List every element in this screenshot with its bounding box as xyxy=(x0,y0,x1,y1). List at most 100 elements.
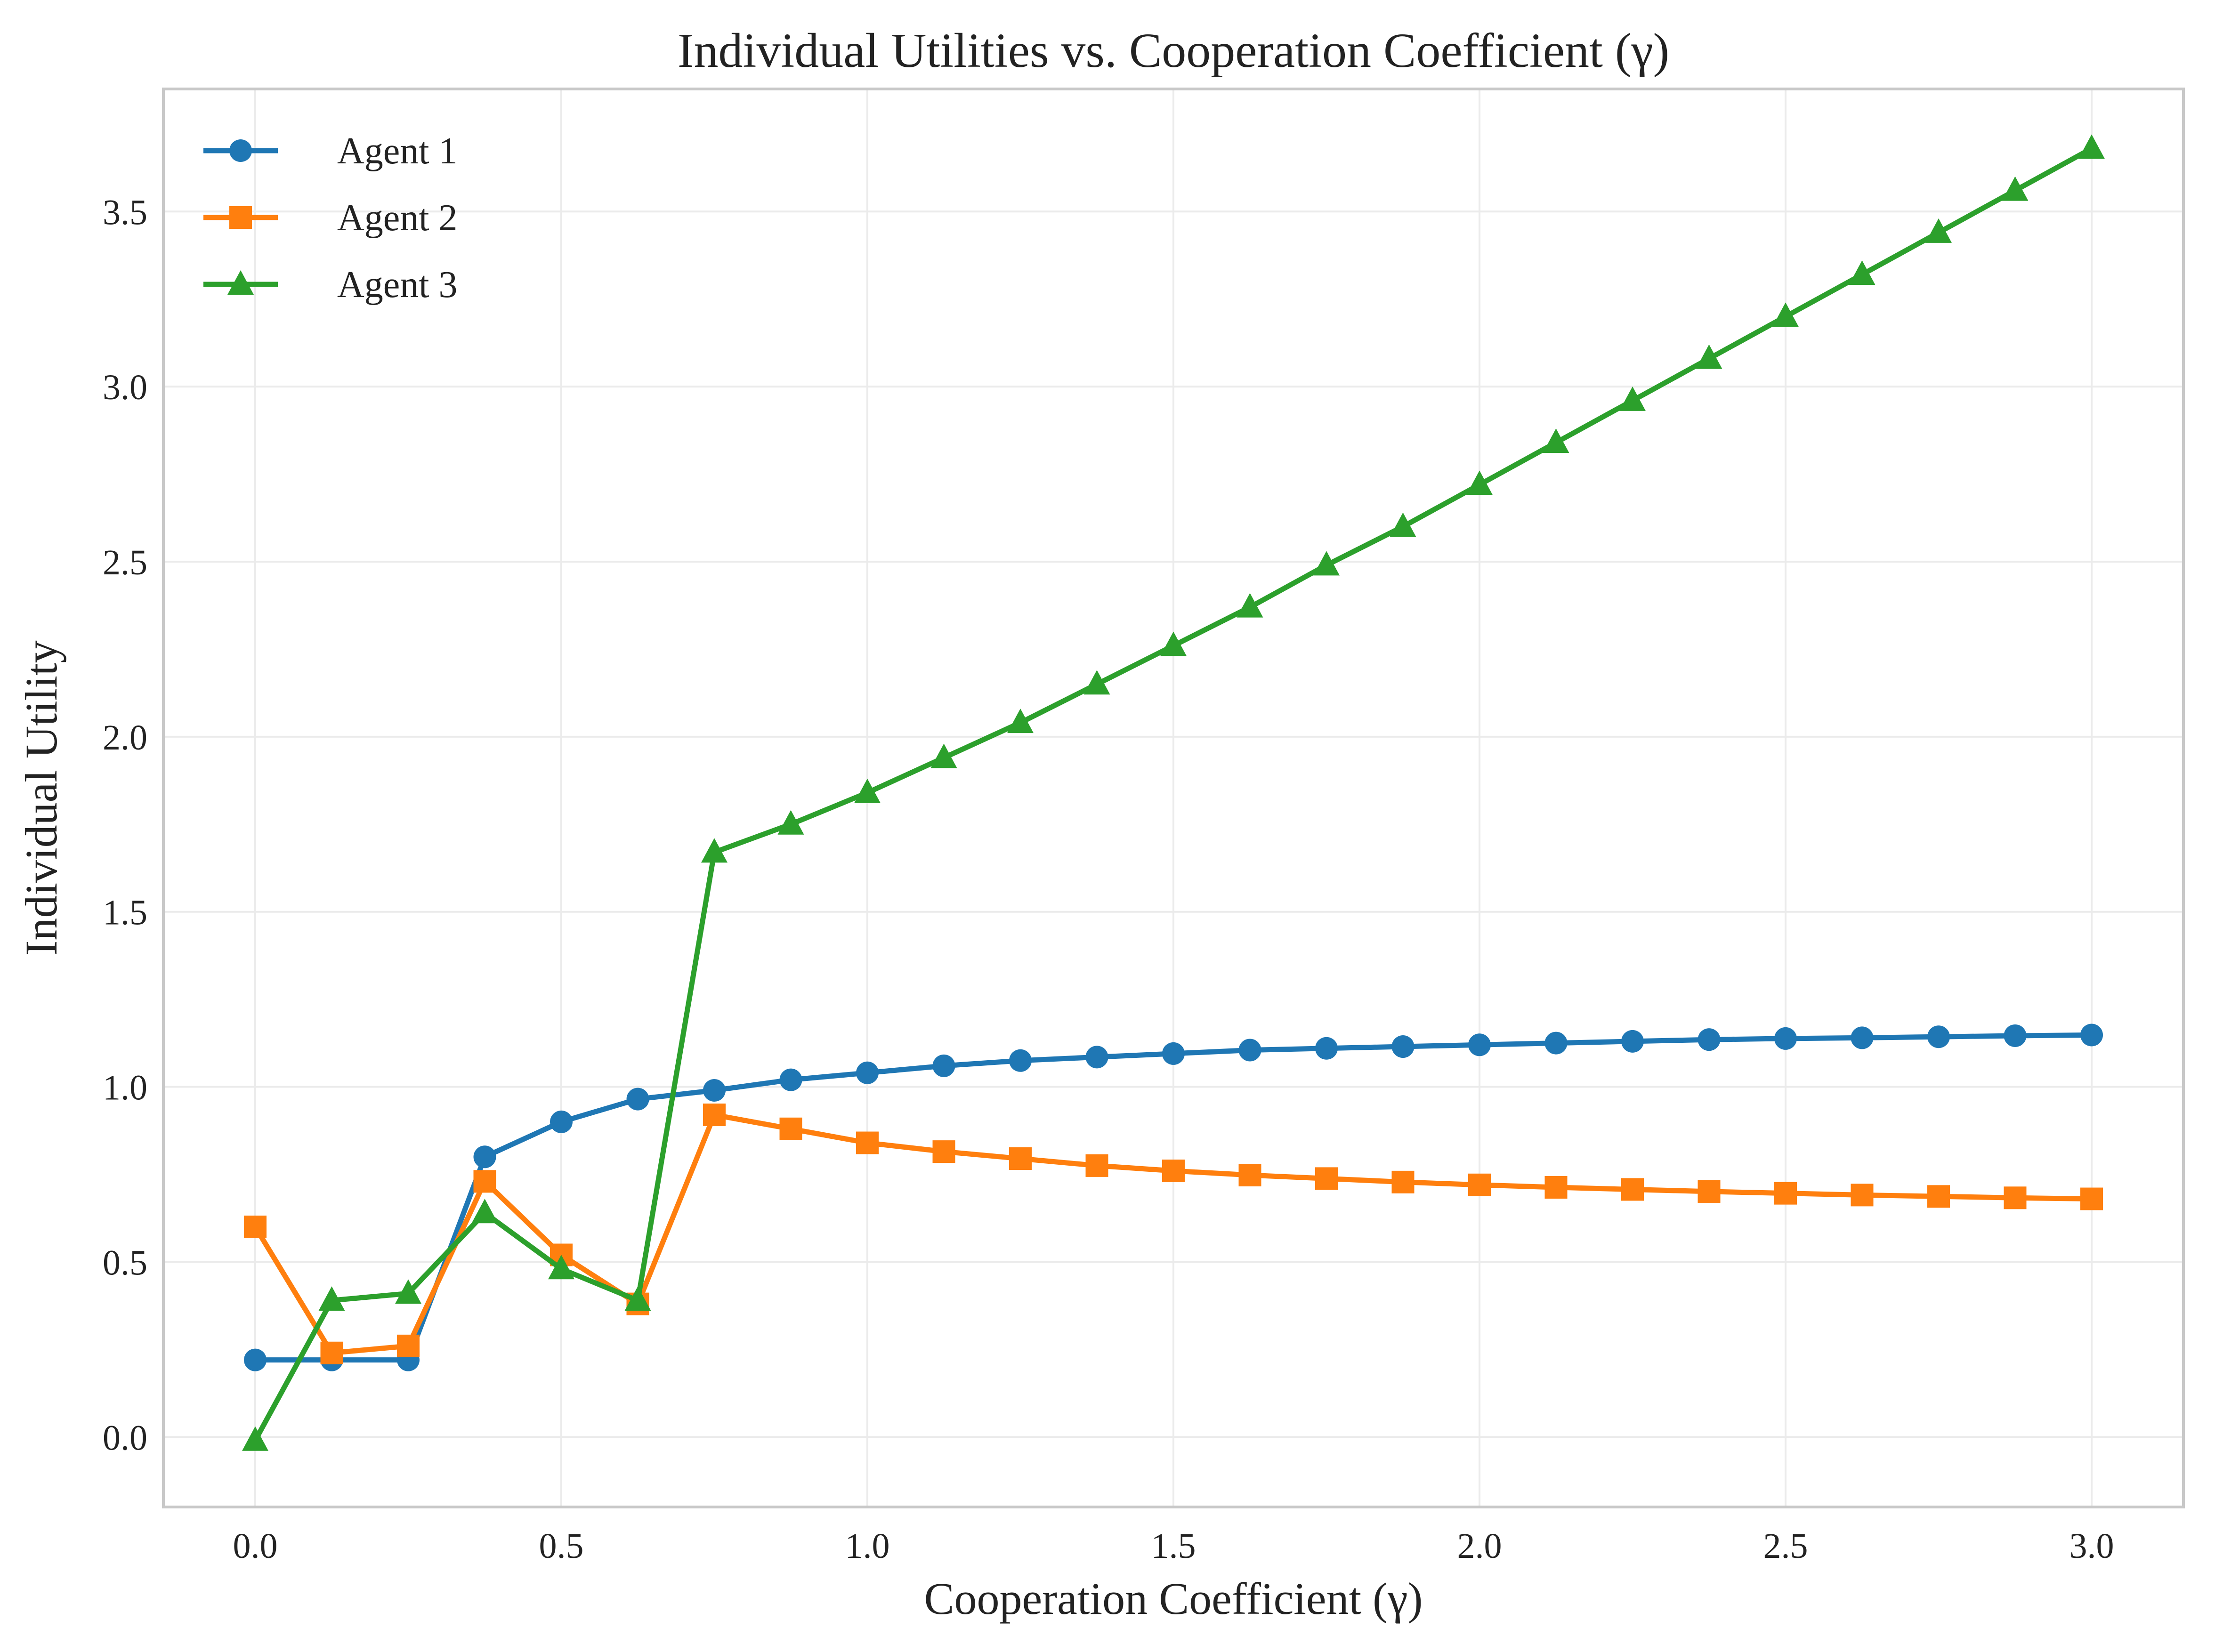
data-point xyxy=(1085,1046,1108,1069)
x-tick-label: 1.0 xyxy=(845,1526,890,1566)
data-point xyxy=(930,743,957,768)
data-point xyxy=(2004,1186,2027,1209)
data-point xyxy=(1237,593,1263,618)
data-point xyxy=(1774,1027,1797,1050)
data-point xyxy=(1238,1039,1261,1062)
legend-marker xyxy=(229,206,252,229)
data-point xyxy=(1007,709,1034,733)
legend-label: Agent 3 xyxy=(337,264,458,306)
data-point xyxy=(1698,1028,1721,1051)
data-point xyxy=(932,1054,955,1077)
data-point xyxy=(1466,470,1493,495)
data-point xyxy=(2080,1187,2103,1210)
data-point xyxy=(1696,344,1722,369)
data-point xyxy=(1849,260,1875,285)
chart-title: Individual Utilities vs. Cooperation Coe… xyxy=(678,24,1669,78)
legend-item: Agent 2 xyxy=(203,197,458,239)
series-3 xyxy=(242,134,2105,1451)
legend-marker xyxy=(229,139,252,162)
data-point xyxy=(1619,386,1646,411)
data-point xyxy=(777,810,804,835)
x-axis-title: Cooperation Coefficient (γ) xyxy=(924,1573,1423,1624)
data-point xyxy=(473,1145,496,1168)
data-point xyxy=(703,1079,726,1102)
legend-label: Agent 2 xyxy=(337,197,458,239)
data-point xyxy=(1621,1178,1644,1201)
data-point xyxy=(1927,1185,1950,1208)
data-point xyxy=(2004,1024,2027,1047)
data-point xyxy=(1009,1049,1032,1072)
data-point xyxy=(550,1110,573,1133)
data-point xyxy=(1468,1033,1491,1056)
data-point xyxy=(1238,1163,1261,1186)
legend-item: Agent 3 xyxy=(203,264,458,306)
data-point xyxy=(1085,1154,1108,1177)
legend: Agent 1 Agent 2 Agent 3 xyxy=(203,130,458,306)
data-point xyxy=(703,1104,726,1127)
data-point xyxy=(1391,1035,1415,1058)
x-tick-label: 2.5 xyxy=(1763,1526,1808,1566)
data-point xyxy=(1851,1184,1874,1207)
y-tick-label: 0.5 xyxy=(103,1243,147,1282)
data-point xyxy=(854,778,881,803)
data-point xyxy=(1698,1180,1721,1203)
data-point xyxy=(779,1117,802,1140)
series-lines xyxy=(242,134,2105,1451)
data-point xyxy=(244,1348,267,1371)
y-tick-label: 2.5 xyxy=(103,543,147,582)
data-point xyxy=(1772,302,1799,327)
data-point xyxy=(1313,551,1340,576)
x-tick-label: 0.5 xyxy=(539,1526,584,1566)
y-tick-label: 3.0 xyxy=(103,368,147,407)
plot-frame xyxy=(162,88,2185,1508)
data-point xyxy=(1162,1160,1185,1183)
data-point xyxy=(1083,670,1110,695)
legend-item: Agent 1 xyxy=(203,130,458,172)
y-tick-label: 0.0 xyxy=(103,1418,147,1458)
axis-ticks: 0.0 0.5 1.0 1.5 2.0 2.5 3.0 0.0 0.5 1.0 1.5 2.0 2.5 3… xyxy=(103,193,2114,1566)
data-point xyxy=(1162,1042,1185,1065)
data-point xyxy=(626,1088,649,1111)
x-tick-label: 2.0 xyxy=(1457,1526,1502,1566)
legend-marker xyxy=(227,270,254,295)
data-point xyxy=(856,1061,879,1084)
y-tick-label: 1.0 xyxy=(103,1068,147,1108)
data-point xyxy=(1160,631,1187,656)
y-tick-label: 2.0 xyxy=(103,718,147,758)
data-point xyxy=(1621,1030,1644,1053)
data-point xyxy=(320,1341,343,1364)
data-point xyxy=(1390,512,1416,537)
data-point xyxy=(1543,428,1569,453)
legend-label: Agent 1 xyxy=(337,130,458,172)
data-point xyxy=(1544,1031,1568,1055)
data-point xyxy=(856,1131,879,1154)
data-point xyxy=(1927,1025,1950,1048)
data-point xyxy=(242,1426,268,1451)
data-point xyxy=(779,1068,802,1091)
data-point xyxy=(318,1286,345,1311)
data-point xyxy=(2078,134,2105,159)
data-point xyxy=(1009,1147,1032,1170)
data-point xyxy=(701,838,728,863)
x-tick-label: 3.0 xyxy=(2069,1526,2114,1566)
data-point xyxy=(473,1170,496,1193)
data-point xyxy=(1468,1173,1491,1196)
data-point xyxy=(548,1255,574,1280)
data-point xyxy=(395,1279,421,1304)
data-point xyxy=(2080,1023,2103,1047)
data-point xyxy=(244,1216,267,1239)
y-tick-label: 1.5 xyxy=(103,893,147,933)
data-point xyxy=(1774,1182,1797,1205)
data-point xyxy=(1925,218,1952,243)
data-point xyxy=(1315,1037,1338,1060)
x-tick-label: 1.5 xyxy=(1151,1526,1196,1566)
data-point xyxy=(624,1286,651,1311)
data-point xyxy=(932,1140,955,1163)
series-1 xyxy=(244,1023,2103,1371)
data-point xyxy=(1391,1170,1415,1193)
data-point xyxy=(1544,1176,1568,1199)
data-point xyxy=(397,1334,420,1357)
